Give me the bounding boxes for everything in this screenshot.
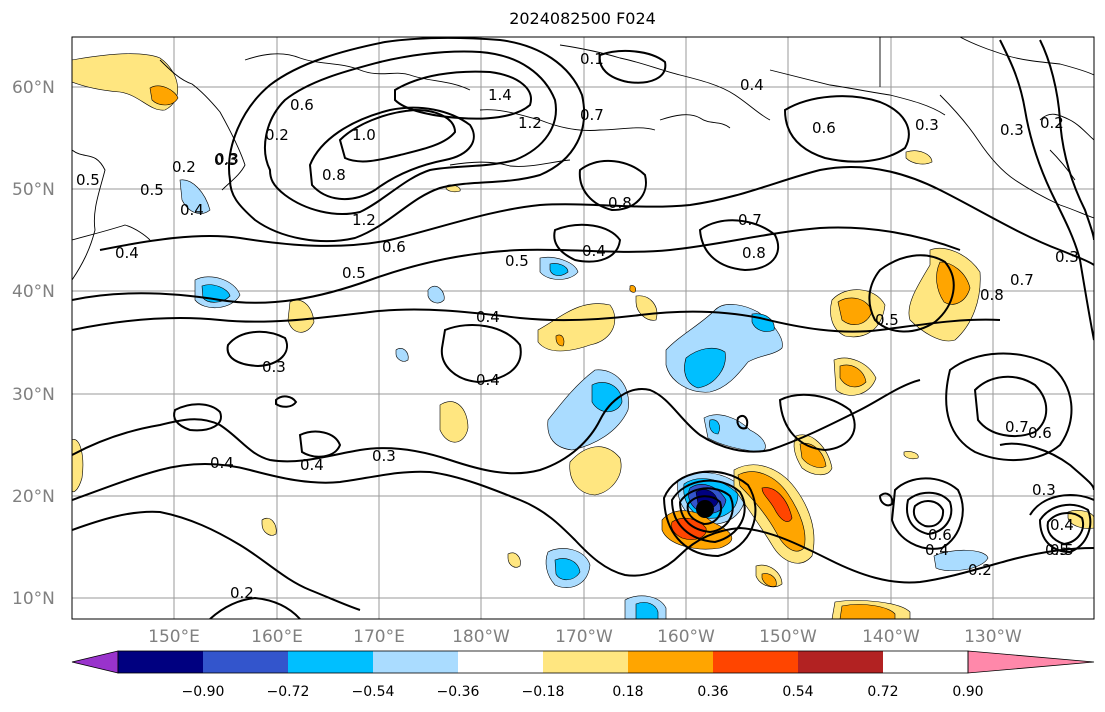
colorbar-tick-label: 0.18 [612,684,643,700]
colorbar-bin [373,651,458,673]
lon-label: 150°E [148,627,200,647]
contour-label: 0.2 [265,126,289,144]
contour-label: 0.2 [230,584,254,602]
colorbar-bin [543,651,628,673]
colorbar-tick-label: −0.72 [267,684,310,700]
lat-label: 40°N [12,282,55,302]
contour-label: 0.5 [875,311,899,329]
colorbar-bin [288,651,373,673]
lon-label: 150°W [759,627,817,647]
colorbar-tick-label: −0.18 [522,684,565,700]
contour-label: 0.6 [290,96,314,114]
colorbar-bin [798,651,883,673]
contour-label: 0.6 [812,119,836,137]
lon-label: 160°W [657,627,715,647]
colorbar-max-extension [967,650,1095,674]
contour-label: 0.5 [505,252,529,270]
lat-label: 60°N [12,78,55,98]
contour-label: 0.4 [476,371,500,389]
colorbar-bin [118,651,203,673]
contour-label: 0.7 [1010,271,1034,289]
contour-label: 0.4 [210,454,234,472]
contour-label: 0.3 [1032,481,1056,499]
contour-label: 0.4 [925,541,949,559]
colorbar: −0.90 −0.72 −0.54 −0.36 −0.18 0.18 0.36 … [71,650,1095,700]
colorbar-tick-label: 0.90 [952,684,983,700]
contour-label: 0.2 [1040,114,1064,132]
colorbar-tick-label: 0.72 [867,684,898,700]
contour-label: 0.3 [215,150,239,168]
contour-label: 0.7 [580,106,604,124]
contour-label: 0.2 [172,158,196,176]
colorbar-bin [203,651,288,673]
contour-label: 0.5 [342,264,366,282]
contour-label: 0.3 [915,116,939,134]
contour-label: 0.3 [372,447,396,465]
storm-center-marker [696,500,714,518]
contour-label: 1.2 [518,114,542,132]
contour-label: 0.5 [1050,541,1074,559]
contour-label: 0.6 [928,526,952,544]
contour-label: 0.8 [742,244,766,262]
colorbar-bin [458,651,543,673]
contour-label: 0.4 [180,201,204,219]
lat-label: 10°N [12,589,55,609]
contour-label: 0.4 [476,308,500,326]
colorbar-frame [117,650,969,674]
colorbar-bin [713,651,798,673]
lat-label: 30°N [12,385,55,405]
contour-label: 0.4 [582,242,606,260]
lon-label: 170°W [555,627,613,647]
contour-label: 0.2 [968,561,992,579]
contour-label: 0.4 [1050,516,1074,534]
colorbar-tick-label: −0.90 [182,684,225,700]
lon-label: 130°W [964,627,1022,647]
contour-label: 1.0 [352,126,376,144]
contour-label: 0.4 [115,244,139,262]
contour-label: 0.4 [300,456,324,474]
contour-label: 0.8 [322,166,346,184]
contour-label: 0.6 [382,238,406,256]
lon-label: 180°W [452,627,510,647]
lat-label: 50°N [12,180,55,200]
lon-label: 170°E [353,627,405,647]
contour-label: 0.5 [140,181,164,199]
contour-label: 0.5 [1045,541,1069,559]
map-title: 2024082500 F024 [509,9,656,28]
contour-label: 1.2 [352,211,376,229]
colorbar-tick-label: −0.54 [352,684,395,700]
latitude-labels: 60°N 50°N 40°N 30°N 20°N 10°N [12,78,55,609]
colorbar-bin [628,651,713,673]
contour-label: 0.7 [1005,418,1029,436]
contour-label: 0.3 [1000,121,1024,139]
colorbar-tick-label: −0.36 [437,684,480,700]
map-frame [71,36,1095,620]
longitude-labels: 150°E 160°E 170°E 180°W 170°W 160°W 150°… [148,627,1022,647]
contour-label: 0.7 [738,211,762,229]
contour-label: 0.5 [76,171,100,189]
contour-label: 0.3 [214,151,238,169]
colorbar-tick-label: 0.36 [697,684,728,700]
contour-label-layer: 1.4 1.2 1.0 0.8 0.7 0.6 0.5 0.4 0.3 0.2 … [76,50,1079,602]
contour-label: 0.4 [740,76,764,94]
contour-label: 0.8 [608,194,632,212]
contour-label: 0.1 [580,50,604,68]
contour-label: 0.3 [1055,248,1079,266]
lon-label: 160°E [251,627,303,647]
contour-label: 0.8 [980,286,1004,304]
shaded-anomalies [72,53,1094,619]
contour-label: 0.6 [1028,424,1052,442]
colorbar-min-extension [71,650,119,674]
lon-label: 140°W [862,627,920,647]
contour-lines [72,37,1094,619]
contour-label: 1.4 [488,86,512,104]
contour-label: 0.3 [262,358,286,376]
lat-label: 20°N [12,487,55,507]
colorbar-tick-label: 0.54 [782,684,813,700]
